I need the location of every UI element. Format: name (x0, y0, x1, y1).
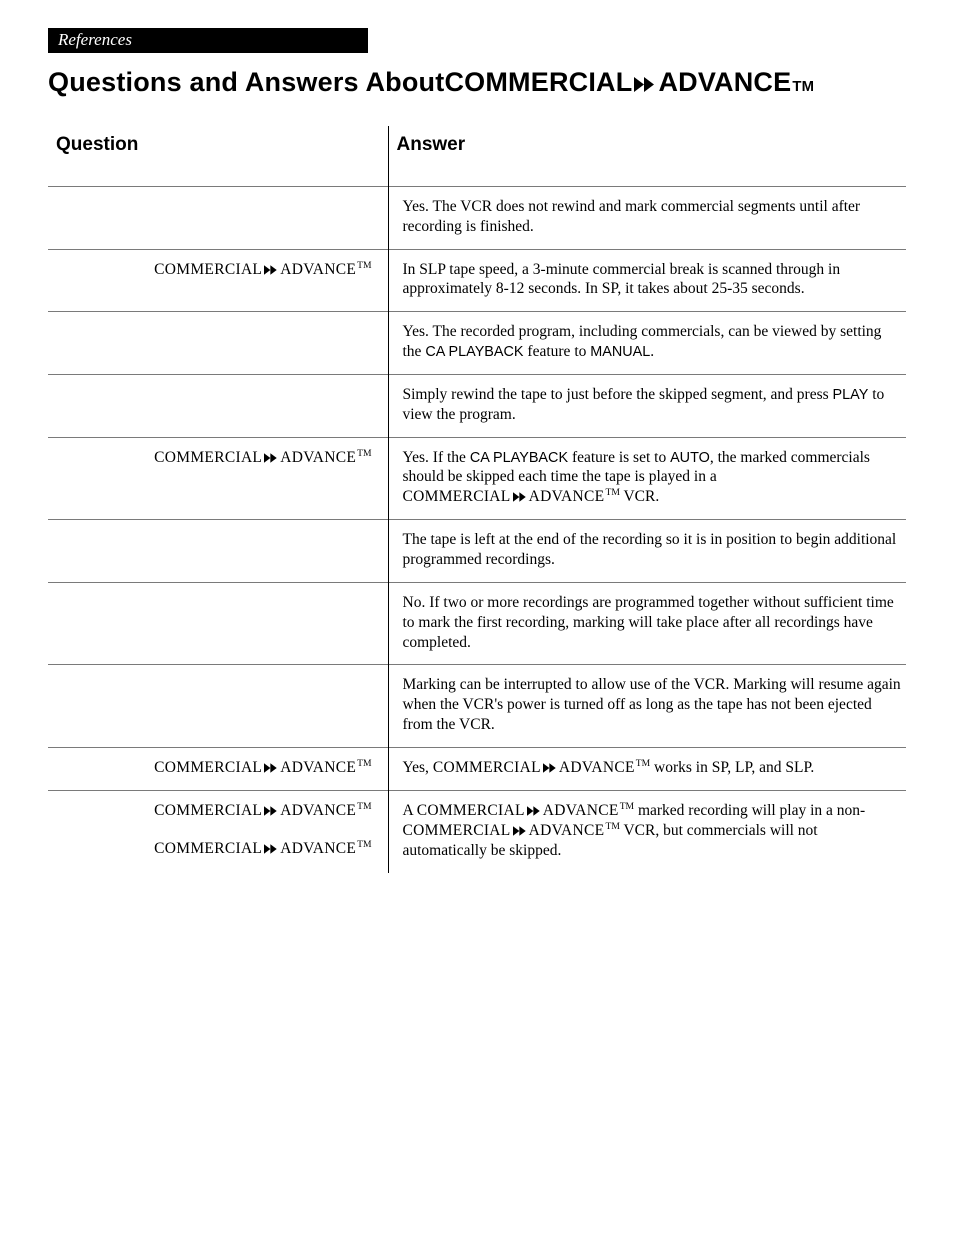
table-row: COMMERCIALADVANCETMYes. If the CA PLAYBA… (48, 437, 906, 520)
question-cell (48, 520, 388, 583)
table-header-row: Question Answer (48, 126, 906, 187)
answer-cell: A COMMERCIALADVANCETM marked recording w… (388, 790, 906, 872)
question-header: Question (48, 126, 388, 187)
table-row: COMMERCIALADVANCETMYes, COMMERCIALADVANC… (48, 747, 906, 790)
answer-cell: Yes. The VCR does not rewind and mark co… (388, 187, 906, 250)
fast-forward-icon (264, 449, 278, 469)
fast-forward-icon (527, 802, 541, 822)
table-row: COMMERCIALADVANCETMCOMMERCIALADVANCETMA … (48, 790, 906, 872)
question-cell (48, 665, 388, 747)
question-cell: COMMERCIALADVANCETM (48, 437, 388, 520)
brand-name: COMMERCIALADVANCETM (154, 802, 371, 819)
ui-term: CA PLAYBACK (470, 450, 568, 466)
brand-name: COMMERCIALADVANCETM (154, 261, 371, 278)
brand-name: COMMERCIALADVANCETM (433, 759, 650, 776)
brand-word-1: COMMERCIAL (444, 67, 632, 98)
answer-cell: Simply rewind the tape to just before th… (388, 374, 906, 437)
fast-forward-icon (513, 822, 527, 842)
fast-forward-icon (634, 68, 656, 99)
fast-forward-icon (264, 802, 278, 822)
answer-cell: Marking can be interrupted to allow use … (388, 665, 906, 747)
brand-name: COMMERCIALADVANCETM (154, 840, 371, 857)
brand-name: COMMERCIALADVANCETM (417, 802, 634, 819)
fast-forward-icon (513, 488, 527, 508)
question-cell (48, 187, 388, 250)
question-cell (48, 374, 388, 437)
table-row: Simply rewind the tape to just before th… (48, 374, 906, 437)
page-title: Questions and Answers About COMMERCIAL A… (48, 67, 906, 98)
brand-name: COMMERCIAL ADVANCE TM (444, 67, 814, 98)
table-row: Yes. The VCR does not rewind and mark co… (48, 187, 906, 250)
section-tab-label: References (58, 30, 132, 49)
fast-forward-icon (264, 261, 278, 281)
brand-name: COMMERCIALADVANCETM (154, 449, 371, 466)
brand-name: COMMERCIALADVANCETM (403, 488, 620, 505)
fast-forward-icon (264, 840, 278, 860)
document-page: References Questions and Answers About C… (0, 0, 954, 913)
table-row: Yes. The recorded program, including com… (48, 312, 906, 375)
question-cell (48, 312, 388, 375)
answer-cell: Yes. If the CA PLAYBACK feature is set t… (388, 437, 906, 520)
ui-term: PLAY (833, 387, 869, 403)
question-cell: COMMERCIALADVANCETM (48, 249, 388, 312)
title-prefix: Questions and Answers About (48, 67, 444, 98)
brand-word-2: ADVANCE (658, 67, 791, 98)
answer-cell: Yes. The recorded program, including com… (388, 312, 906, 375)
fast-forward-icon (264, 759, 278, 779)
brand-name: COMMERCIALADVANCETM (154, 759, 371, 776)
table-row: Marking can be interrupted to allow use … (48, 665, 906, 747)
question-cell: COMMERCIALADVANCETM COMMERCIALADVANCETM (48, 790, 388, 872)
qa-table: Question Answer Yes. The VCR does not re… (48, 126, 906, 873)
answer-cell: No. If two or more recordings are progra… (388, 582, 906, 664)
question-cell (48, 582, 388, 664)
table-row: The tape is left at the end of the recor… (48, 520, 906, 583)
answer-cell: Yes, COMMERCIALADVANCETM works in SP, LP… (388, 747, 906, 790)
ui-term: MANUAL (590, 344, 650, 360)
table-row: COMMERCIALADVANCETM In SLP tape speed, a … (48, 249, 906, 312)
question-cell: COMMERCIALADVANCETM (48, 747, 388, 790)
answer-header: Answer (388, 126, 906, 187)
answer-cell: In SLP tape speed, a 3-minute commercial… (388, 249, 906, 312)
fast-forward-icon (543, 759, 557, 779)
ui-term: CA PLAYBACK (425, 344, 523, 360)
section-tab: References (48, 28, 368, 53)
brand-name: COMMERCIALADVANCETM (403, 822, 620, 839)
table-row: No. If two or more recordings are progra… (48, 582, 906, 664)
answer-cell: The tape is left at the end of the recor… (388, 520, 906, 583)
trademark-symbol: TM (792, 79, 814, 95)
ui-term: AUTO (670, 450, 710, 466)
